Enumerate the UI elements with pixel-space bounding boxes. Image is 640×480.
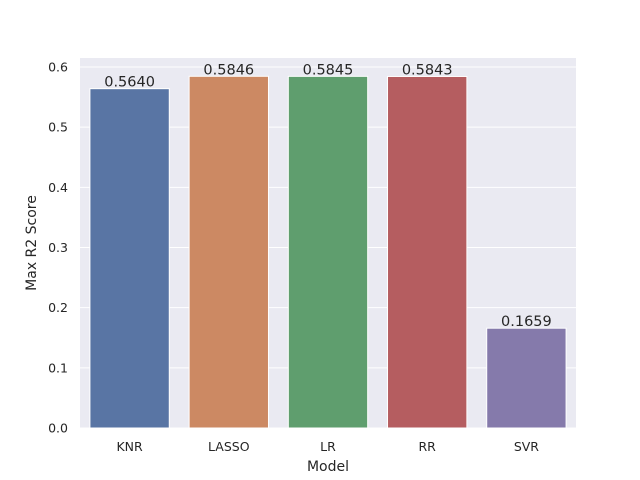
bar-value-label: 0.1659: [501, 314, 552, 330]
y-tick-label: 0.4: [48, 180, 68, 195]
x-tick-label: LR: [320, 439, 336, 454]
bar-value-label: 0.5640: [104, 75, 155, 91]
y-tick-label: 0.3: [48, 240, 68, 255]
bar-knr: [89, 88, 170, 429]
bar-value-label: 0.5846: [203, 62, 254, 78]
bar-lr: [287, 75, 369, 429]
bar-lasso: [188, 75, 269, 429]
y-tick-label: 0.0: [48, 421, 68, 436]
x-axis-ticks: KNR LASSO LR RR SVR: [116, 439, 539, 454]
x-tick-label: RR: [419, 439, 437, 454]
bar-value-label: 0.5843: [402, 62, 453, 78]
bars-group: [89, 75, 567, 429]
bar-value-labels: 0.5640 0.5846 0.5845 0.5843 0.1659: [104, 62, 552, 330]
x-tick-label: KNR: [116, 439, 143, 454]
x-tick-label: LASSO: [208, 439, 250, 454]
y-axis-label: Max R2 Score: [24, 195, 40, 291]
x-tick-label: SVR: [514, 439, 539, 454]
bar-rr: [387, 75, 468, 429]
y-tick-label: 0.6: [48, 60, 68, 75]
bar-value-label: 0.5845: [303, 62, 354, 78]
bar-svr: [486, 327, 567, 429]
y-tick-label: 0.1: [48, 360, 68, 375]
y-tick-label: 0.5: [48, 120, 68, 135]
x-axis-label: Model: [307, 459, 349, 475]
y-tick-label: 0.2: [48, 300, 68, 315]
y-axis-ticks: 0.0 0.1 0.2 0.3 0.4 0.5 0.6: [48, 60, 68, 436]
